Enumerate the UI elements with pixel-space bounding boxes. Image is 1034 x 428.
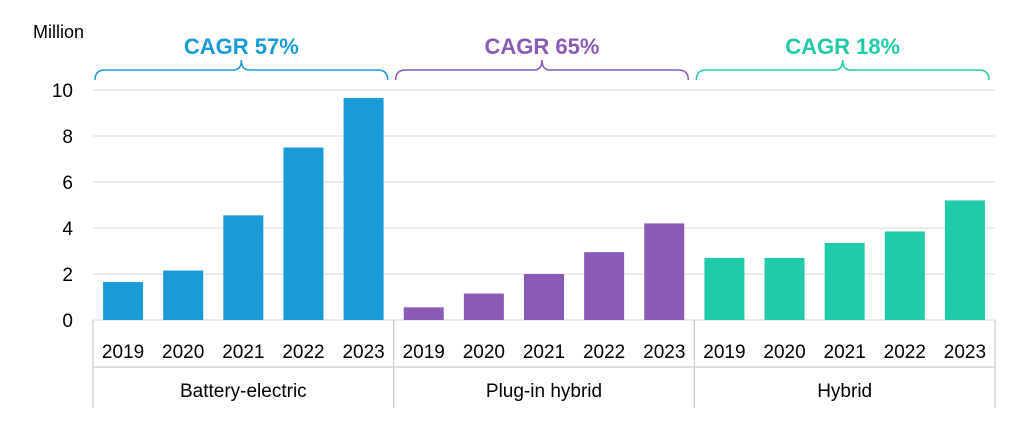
y-tick-label: 4	[62, 219, 73, 240]
cagr-brace	[94, 59, 389, 81]
y-tick-label: 0	[62, 311, 73, 332]
bar-plug-in-hybrid-2019	[403, 307, 444, 320]
bar-hybrid-2020	[764, 257, 805, 320]
x-tick-label: 2023	[643, 342, 685, 363]
cagr-label: CAGR 18%	[785, 34, 900, 59]
y-unit-label: Million	[33, 22, 84, 42]
y-tick-label: 8	[62, 127, 73, 148]
x-tick-label: 2022	[884, 342, 926, 363]
annot-layer: CAGR 57% CAGR 65% CAGR 18%	[94, 34, 990, 81]
bar-battery-electric-2022	[283, 147, 324, 320]
x-tick-label: 2020	[162, 342, 204, 363]
axis-layer: 0 2 4 6 8 10 2019 2020 2021 2022 2023 Battery-elect…	[52, 81, 996, 408]
bar-plug-in-hybrid-2022	[584, 252, 625, 320]
cagr-label: CAGR 65%	[485, 34, 600, 59]
cagr-label: CAGR 57%	[184, 34, 299, 59]
x-tick-label: 2023	[944, 342, 986, 363]
group-label: Battery-electric	[180, 381, 307, 402]
bar-hybrid-2019	[704, 257, 745, 320]
bar-plug-in-hybrid-2023	[644, 223, 685, 320]
group-label: Hybrid	[817, 381, 872, 402]
x-tick-label: 2019	[102, 342, 144, 363]
bar-hybrid-2021	[824, 242, 865, 320]
x-tick-label: 2021	[222, 342, 264, 363]
bar-battery-electric-2023	[343, 98, 384, 320]
x-tick-label: 2022	[583, 342, 625, 363]
bar-battery-electric-2021	[223, 215, 264, 320]
x-tick-label: 2020	[763, 342, 805, 363]
bar-battery-electric-2020	[163, 270, 204, 320]
bar-plug-in-hybrid-2020	[463, 293, 504, 320]
group-label: Plug-in hybrid	[486, 381, 602, 402]
bar-battery-electric-2019	[103, 282, 144, 320]
x-tick-label: 2023	[342, 342, 384, 363]
bar-hybrid-2022	[884, 231, 925, 320]
bar-plug-in-hybrid-2021	[524, 274, 564, 320]
x-tick-label: 2021	[824, 342, 866, 363]
y-tick-label: 10	[52, 81, 73, 102]
cagr-brace	[695, 59, 990, 81]
x-tick-label: 2019	[403, 342, 445, 363]
x-tick-label: 2020	[463, 342, 505, 363]
cagr-brace	[394, 59, 690, 81]
y-tick-label: 2	[62, 265, 73, 286]
x-tick-label: 2021	[523, 342, 565, 363]
bar-hybrid-2023	[944, 200, 985, 320]
y-tick-label: 6	[62, 173, 73, 194]
x-tick-label: 2022	[282, 342, 324, 363]
bar-layer	[103, 98, 985, 320]
x-tick-label: 2019	[703, 342, 745, 363]
